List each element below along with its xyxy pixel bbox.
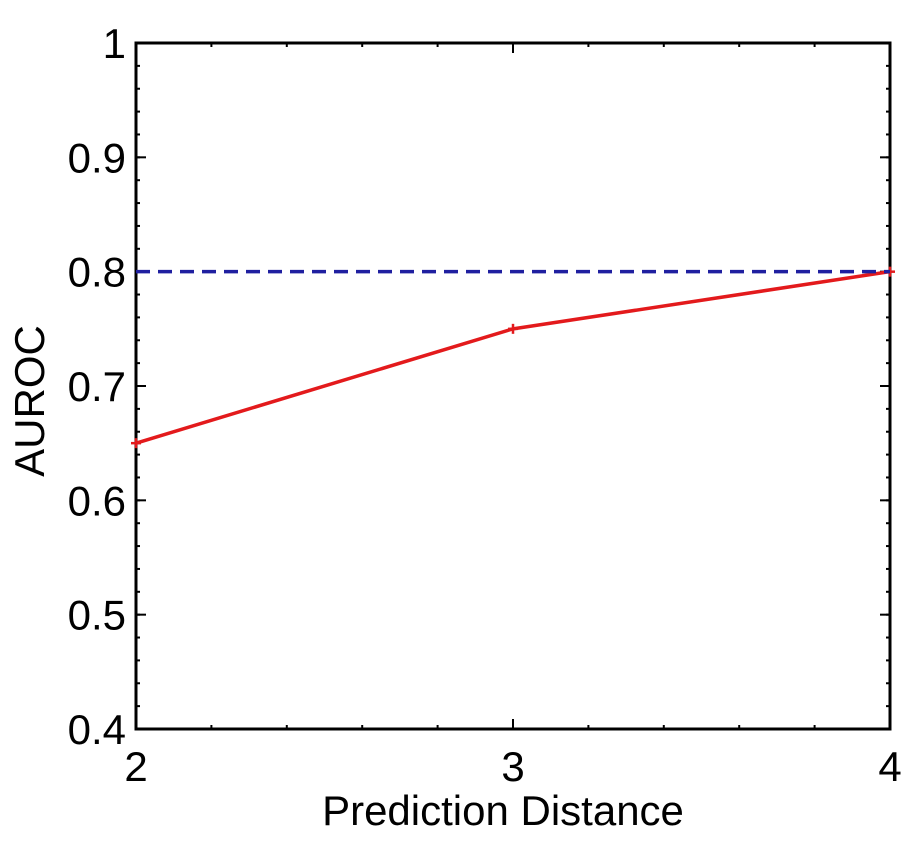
y-tick-label: 0.8	[68, 249, 126, 296]
y-axis-label: AUROC	[6, 325, 53, 477]
minor-ticks	[135, 42, 891, 730]
x-axis: 2 3 4	[124, 43, 902, 790]
y-tick-label: 1	[103, 20, 126, 67]
series-layer	[131, 266, 895, 449]
y-tick-label: 0.7	[68, 363, 126, 410]
x-axis-label: Prediction Distance	[322, 787, 684, 834]
y-tick-label: 0.4	[68, 706, 126, 753]
plot-area	[134, 41, 892, 731]
series-point	[131, 438, 141, 449]
y-axis: 0.4 0.5 0.6 0.7 0.8 0.9 1	[68, 20, 890, 753]
y-tick-label: 0.6	[68, 477, 126, 524]
y-tick-label: 0.9	[68, 134, 126, 181]
series-line-1	[135, 269, 891, 445]
y-tick-label: 0.5	[68, 592, 126, 639]
x-tick-label: 2	[124, 743, 147, 790]
x-tick-label: 4	[878, 743, 901, 790]
series-point	[508, 323, 518, 334]
x-tick-label: 3	[501, 743, 524, 790]
